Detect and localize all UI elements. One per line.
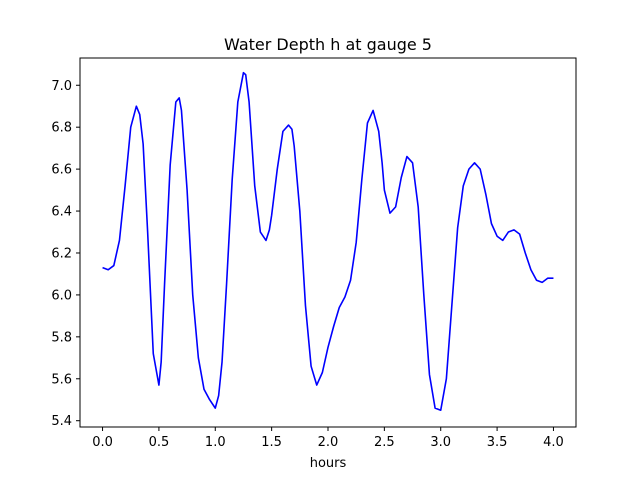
y-tick-label: 6.2: [51, 246, 72, 261]
x-axis: 0.0 0.5 1.0 1.5 2.0 2.5 3.0 3.5 4.0: [92, 427, 564, 450]
x-tick-label: 3.0: [430, 435, 451, 450]
x-tick-label: 4.0: [543, 435, 564, 450]
y-tick-label: 5.4: [51, 414, 72, 429]
x-tick-label: 1.5: [261, 435, 282, 450]
x-tick-label: 1.0: [205, 435, 226, 450]
x-tick-label: 3.5: [487, 435, 508, 450]
y-tick-label: 6.4: [51, 205, 72, 220]
y-tick-label: 6.0: [51, 288, 72, 303]
x-axis-label: hours: [310, 456, 347, 471]
x-tick-label: 2.0: [318, 435, 339, 450]
chart-title: Water Depth h at gauge 5: [224, 35, 432, 54]
y-tick-label: 5.6: [51, 372, 72, 387]
y-tick-label: 6.6: [51, 163, 72, 178]
y-tick-label: 6.8: [51, 121, 72, 136]
x-tick-label: 0.5: [149, 435, 170, 450]
y-tick-label: 5.8: [51, 330, 72, 345]
series-line-0: [102, 71, 554, 412]
y-axis: 5.4 5.6 5.8 6.0 6.2 6.4 6.6 6.8 7.0: [51, 79, 80, 429]
y-tick-label: 7.0: [51, 79, 72, 94]
x-tick-label: 0.0: [92, 435, 113, 450]
x-tick-label: 2.5: [374, 435, 395, 450]
